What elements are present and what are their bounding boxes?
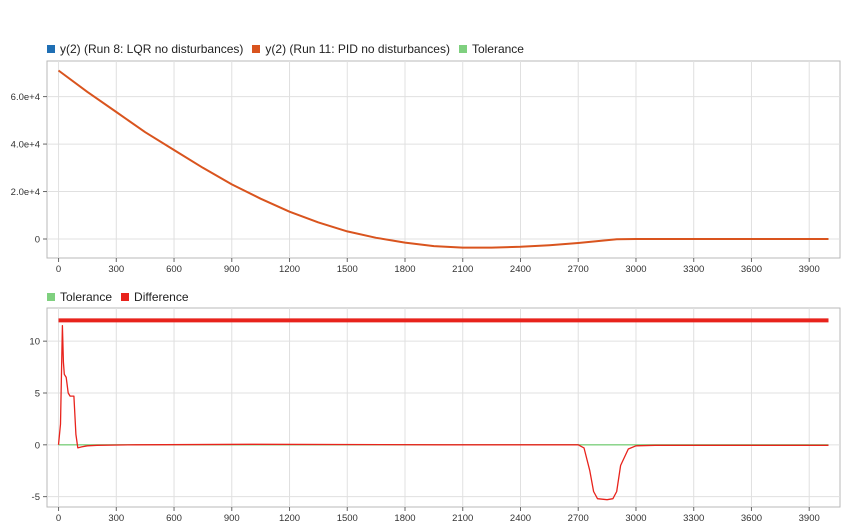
x-tick-label: 3600 [741, 264, 762, 275]
x-tick-label: 2400 [510, 264, 531, 275]
legend-swatch [458, 45, 467, 53]
legend-label: Tolerance [471, 42, 524, 56]
bottom-legend: Tolerance Difference [47, 290, 198, 304]
top-legend: y(2) (Run 8: LQR no disturbances) y(2) (R… [47, 42, 533, 56]
legend-label: Tolerance [60, 290, 113, 304]
x-tick-label: 2100 [452, 513, 473, 524]
legend-swatch [252, 45, 261, 53]
y-tick-label: 10 [29, 337, 40, 348]
y-tick-label: 4.0e+4 [11, 140, 40, 151]
x-tick-label: 300 [108, 264, 124, 275]
plot-area [46, 60, 841, 259]
x-tick-label: 0 [56, 264, 61, 275]
x-tick-label: 3600 [741, 513, 762, 524]
legend-item[interactable]: y(2) (Run 8: LQR no disturbances) [47, 42, 243, 56]
legend-label: Difference [134, 290, 189, 304]
plot-panel: 0 300 600 900 1200 1500 1800 2100 2400 2700 3000 33… [11, 60, 841, 275]
y-tick-label: -5 [32, 492, 40, 503]
x-tick-label: 3300 [683, 264, 704, 275]
x-tick-label: 1200 [279, 264, 300, 275]
series-line [57, 69, 829, 249]
x-tick-label: 600 [166, 513, 182, 524]
x-tick-label: 1800 [394, 513, 415, 524]
x-tick-label: 0 [56, 513, 61, 524]
legend-item[interactable]: Tolerance [47, 290, 112, 304]
x-tick-label: 300 [108, 513, 124, 524]
y-tick-label: 0 [35, 440, 40, 451]
x-tick-label: 3300 [683, 513, 704, 524]
legend-item[interactable]: Difference [121, 290, 189, 304]
x-tick-label: 2700 [568, 264, 589, 275]
legend-item[interactable]: Tolerance [458, 42, 524, 56]
legend-label: y(2) (Run 8: LQR no disturbances) [60, 42, 244, 56]
x-tick-label: 3900 [799, 264, 820, 275]
x-tick-label: 2700 [568, 513, 589, 524]
y-tick-label: 2.0e+4 [11, 187, 40, 198]
x-tick-label: 1200 [279, 513, 300, 524]
x-tick-label: 2100 [452, 264, 473, 275]
legend-item[interactable]: y(2) (Run 11: PID no disturbances) [252, 42, 450, 56]
y-tick-label: 5 [35, 388, 40, 399]
x-tick-label: 3000 [625, 513, 646, 524]
x-tick-label: 1800 [394, 264, 415, 275]
y-tick-label: 0 [35, 235, 40, 246]
plot-area [46, 307, 841, 508]
x-tick-label: 1500 [337, 264, 358, 275]
x-tick-label: 3000 [625, 264, 646, 275]
x-tick-label: 900 [224, 264, 240, 275]
x-tick-label: 900 [224, 513, 240, 524]
x-tick-label: 600 [166, 264, 182, 275]
x-tick-label: 2400 [510, 513, 531, 524]
legend-swatch [47, 293, 55, 301]
legend-label: y(2) (Run 11: PID no disturbances) [265, 42, 450, 56]
x-tick-label: 1500 [337, 513, 358, 524]
y-tick-label: 6.0e+4 [11, 92, 40, 103]
legend-swatch [121, 293, 130, 301]
x-tick-label: 3900 [799, 513, 820, 524]
plot-panel: 0 300 600 900 1200 1500 1800 2100 2400 2700 3000 33… [29, 307, 841, 524]
series-line [57, 324, 829, 501]
legend-swatch [47, 45, 55, 53]
